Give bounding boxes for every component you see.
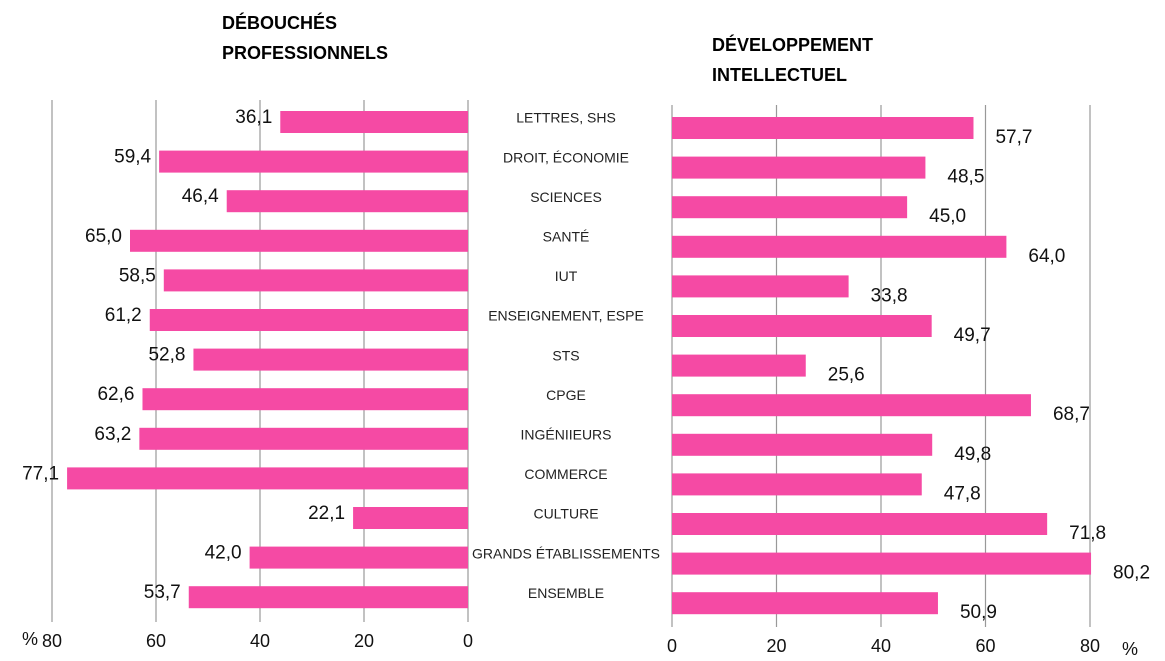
bar [672, 156, 926, 179]
value-label: 57,7 [995, 127, 1032, 148]
value-label: 47,8 [944, 483, 981, 504]
value-label: 52,8 [148, 345, 185, 366]
category-label: ENSEMBLE [528, 585, 604, 601]
bar [130, 229, 468, 252]
bar [67, 467, 468, 490]
value-label: 63,2 [94, 424, 131, 445]
x-tick-label: 80 [1080, 636, 1100, 656]
bar [188, 586, 468, 609]
bar [672, 552, 1092, 575]
bar [280, 111, 468, 133]
value-label: 49,8 [954, 444, 991, 465]
x-tick-label: 0 [463, 631, 473, 651]
x-tick-label: 60 [146, 631, 166, 651]
chart-title: DÉVELOPPEMENT INTELLECTUEL [712, 35, 874, 85]
value-label: 50,9 [960, 602, 997, 623]
bar [672, 315, 932, 337]
value-label: 49,7 [954, 325, 991, 346]
value-label: 36,1 [235, 107, 272, 128]
bar [672, 513, 1048, 535]
value-label: 68,7 [1053, 404, 1090, 425]
category-label: CPGE [546, 387, 586, 403]
bar [672, 473, 922, 496]
bar [159, 150, 468, 173]
category-label: SANTÉ [543, 229, 590, 245]
value-label: 65,0 [85, 226, 122, 247]
x-tick-label: 20 [354, 631, 374, 651]
bar [672, 235, 1007, 258]
bar [193, 348, 468, 371]
bar [249, 546, 468, 569]
value-label: 25,6 [828, 365, 865, 386]
bar [672, 394, 1031, 417]
bar [672, 275, 849, 298]
x-tick-label: 40 [871, 636, 891, 656]
chart-title: DÉBOUCHÉS PROFESSIONNELS [222, 13, 389, 63]
category-label: DROIT, ÉCONOMIE [503, 149, 629, 165]
bar [226, 190, 468, 213]
category-label: GRANDS ÉTABLISSEMENTS [472, 545, 660, 561]
x-axis-label: % [22, 629, 38, 649]
category-label: LETTRES, SHS [516, 110, 616, 126]
bar [149, 309, 468, 331]
value-label: 80,2 [1113, 563, 1150, 584]
value-label: 64,0 [1028, 246, 1065, 267]
x-tick-label: 40 [250, 631, 270, 651]
category-label: ENSEIGNEMENT, ESPE [488, 308, 644, 324]
category-label: SCIENCES [530, 189, 602, 205]
x-tick-label: 80 [42, 631, 62, 651]
bar [139, 427, 469, 450]
x-tick-label: 20 [766, 636, 786, 656]
value-label: 53,7 [144, 582, 181, 603]
value-label: 61,2 [105, 305, 142, 326]
category-label: INGÉNIIEURS [520, 427, 611, 443]
bar [353, 507, 468, 529]
category-label: CULTURE [533, 506, 598, 522]
bar [672, 592, 938, 615]
value-label: 42,0 [205, 543, 242, 564]
category-label: COMMERCE [524, 466, 607, 482]
x-tick-label: 0 [667, 636, 677, 656]
bar [672, 117, 974, 139]
bar [672, 354, 806, 377]
value-label: 46,4 [182, 186, 219, 207]
x-tick-label: 60 [975, 636, 995, 656]
category-label: STS [552, 347, 579, 363]
value-label: 58,5 [119, 265, 156, 286]
x-axis-label: % [1122, 639, 1138, 659]
value-label: 62,6 [97, 384, 134, 405]
value-label: 33,8 [871, 285, 908, 306]
value-label: 45,0 [929, 206, 966, 227]
bar [142, 388, 469, 411]
category-label: IUT [555, 268, 578, 284]
value-label: 71,8 [1069, 523, 1106, 544]
bar [163, 269, 469, 292]
value-label: 77,1 [22, 463, 59, 484]
bar [672, 196, 908, 219]
value-label: 22,1 [308, 503, 345, 524]
value-label: 59,4 [114, 147, 151, 168]
value-label: 48,5 [947, 167, 984, 188]
bar [672, 433, 933, 456]
